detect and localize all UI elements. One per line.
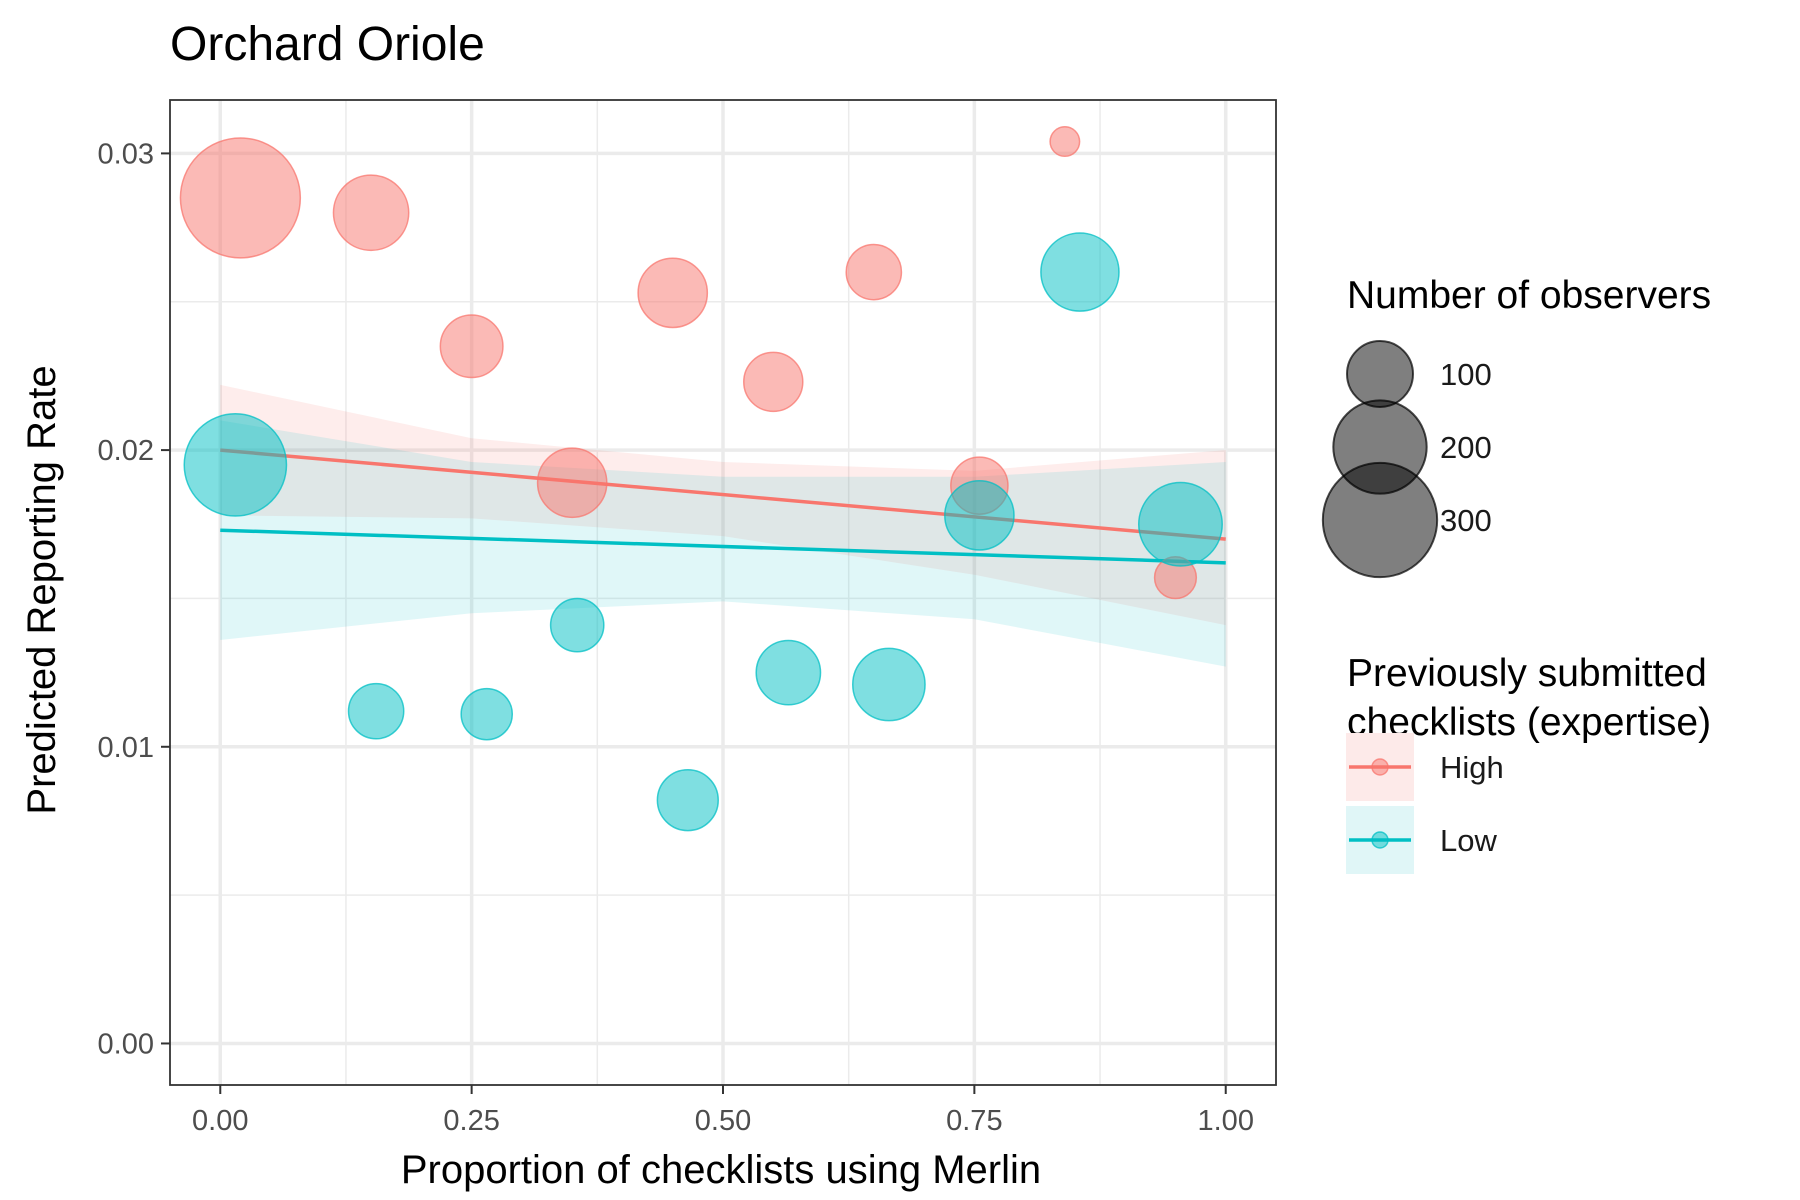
point-low	[944, 480, 1015, 551]
y-tick-label: 0.01	[98, 732, 154, 764]
point-high	[637, 257, 709, 329]
point-high	[536, 447, 608, 519]
point-low	[1137, 481, 1223, 567]
x-axis: 0.00 0.25 0.50 0.75 1.00	[192, 1085, 1254, 1137]
point-high	[179, 137, 302, 259]
data-points	[179, 126, 1223, 832]
fit-lines	[220, 448, 1226, 565]
x-tick-label: 0.25	[443, 1105, 499, 1137]
size-key-label: 100	[1440, 357, 1492, 392]
size-key-label: 200	[1440, 430, 1492, 465]
point-high	[332, 174, 410, 252]
point-low	[549, 597, 605, 653]
color-key-label: High	[1440, 750, 1504, 785]
x-tick-label: 0.50	[695, 1105, 751, 1137]
y-tick-label: 0.00	[98, 1028, 154, 1060]
color-legend-title-line-1: Previously submitted	[1347, 652, 1707, 695]
y-tick-label: 0.02	[98, 435, 154, 467]
point-low	[460, 687, 514, 741]
color-key-label: Low	[1440, 823, 1497, 858]
point-low	[852, 647, 926, 722]
point-low	[183, 413, 288, 517]
color-key-dot-low	[1371, 831, 1389, 849]
x-tick-label: 1.00	[1198, 1105, 1254, 1137]
y-tick-label: 0.03	[98, 138, 154, 170]
size-key-300	[1321, 461, 1439, 579]
size-key-100	[1346, 340, 1414, 408]
y-axis: 0.00 0.01 0.02 0.03	[98, 138, 170, 1060]
ci-band-high	[220, 384, 1226, 626]
y-axis-title: Predicted Reporting Rate	[20, 365, 64, 814]
x-axis-title: Proportion of checklists using Merlin	[401, 1148, 1041, 1192]
fit-line-high	[220, 448, 1226, 541]
size-key-label: 300	[1440, 503, 1492, 538]
x-tick-label: 0.75	[946, 1105, 1002, 1137]
point-high	[845, 243, 903, 301]
size-legend-title: Number of observers	[1347, 274, 1711, 317]
size-legend: Number of observers 100 200 300	[1321, 274, 1711, 579]
point-low	[755, 639, 822, 706]
fit-line-low	[220, 528, 1226, 565]
x-tick-label: 0.00	[192, 1105, 248, 1137]
color-legend: Previously submitted checklists (experti…	[1346, 652, 1711, 874]
point-high	[743, 351, 804, 413]
chart-title: Orchard Oriole	[170, 18, 485, 71]
point-high	[1049, 126, 1081, 158]
point-low	[656, 769, 719, 832]
point-high	[439, 314, 504, 379]
point-low	[1040, 232, 1120, 312]
point-low	[347, 682, 405, 740]
color-key-dot-high	[1371, 758, 1389, 776]
